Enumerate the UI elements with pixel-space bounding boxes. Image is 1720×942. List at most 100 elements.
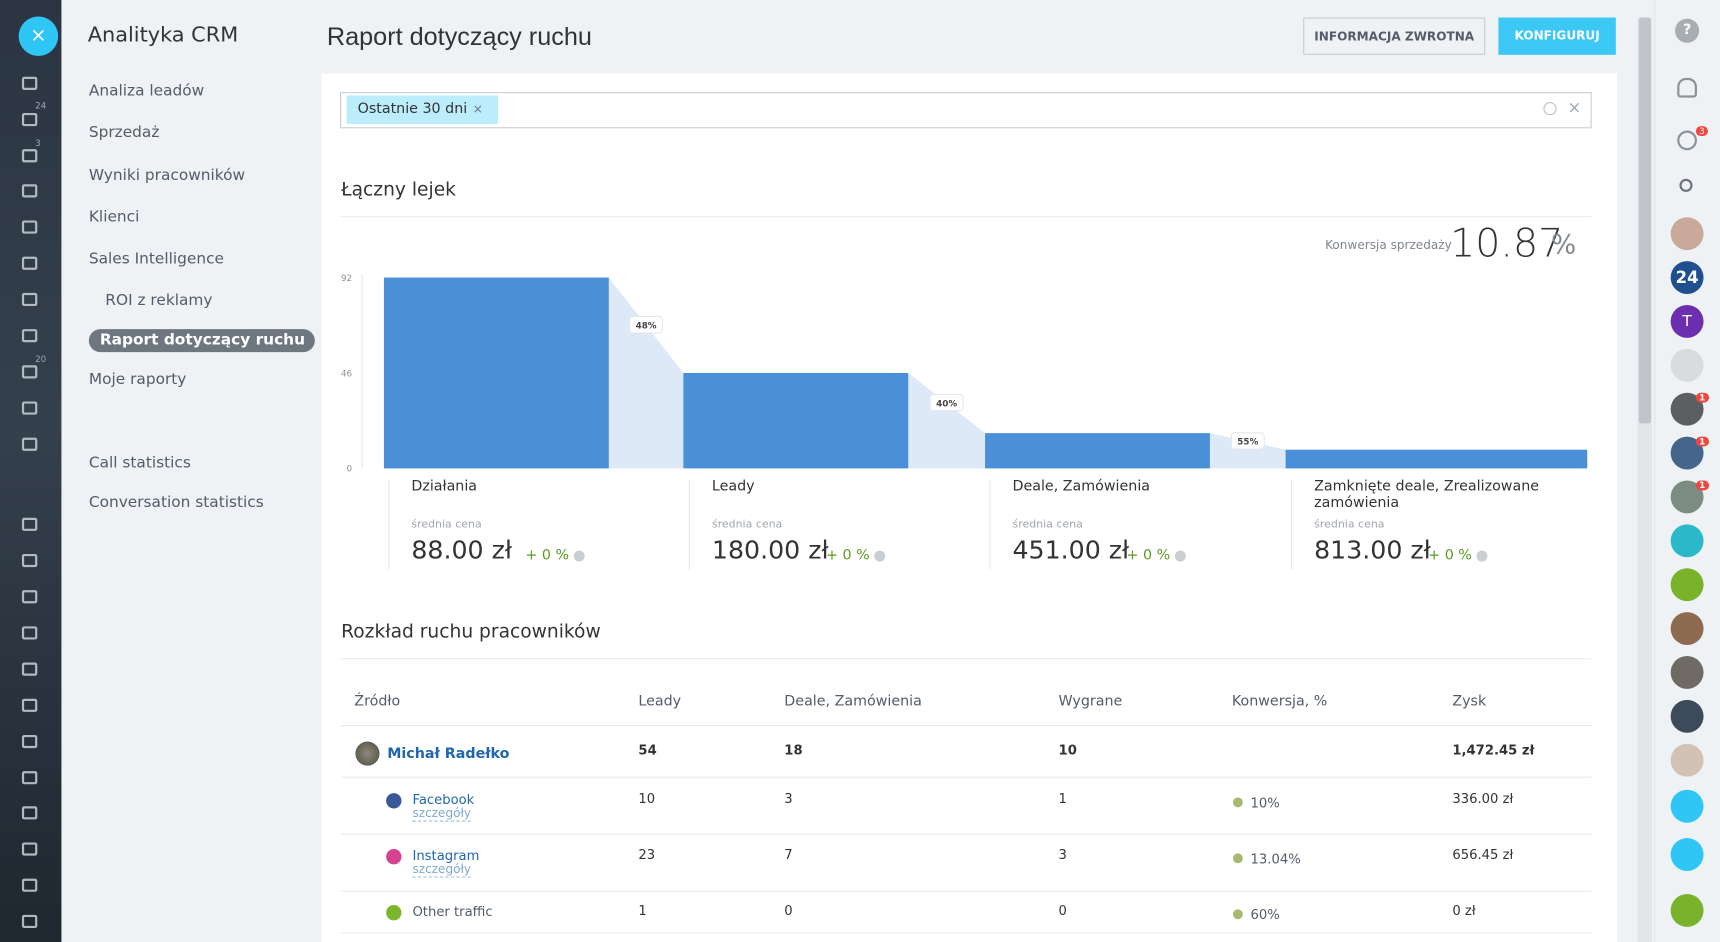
close-button[interactable]: × bbox=[18, 16, 59, 56]
rail-icon[interactable] bbox=[21, 698, 38, 712]
feedback-button[interactable]: INFORMACJA ZWROTNA bbox=[1303, 17, 1486, 55]
rail-icon[interactable] bbox=[21, 401, 38, 415]
stage-price: 451.00 zł bbox=[1012, 536, 1130, 565]
rail-icon[interactable] bbox=[21, 734, 38, 749]
avatar[interactable] bbox=[1670, 655, 1704, 689]
tag-remove[interactable]: × bbox=[472, 102, 483, 117]
help-icon[interactable] bbox=[1174, 550, 1186, 562]
source-icon bbox=[386, 793, 402, 809]
rail-icon[interactable] bbox=[21, 149, 38, 163]
avatar[interactable] bbox=[1670, 261, 1704, 294]
rail-icon[interactable] bbox=[21, 553, 38, 568]
nav-sub-item[interactable]: ROI z reklamy bbox=[105, 291, 213, 310]
avatar[interactable] bbox=[1670, 838, 1704, 871]
rail-icon[interactable] bbox=[21, 365, 38, 379]
nav-item[interactable]: Analiza leadów bbox=[88, 82, 205, 100]
table-cell: 0 bbox=[784, 902, 793, 919]
avatar[interactable] bbox=[1670, 348, 1704, 382]
avatar[interactable] bbox=[1670, 612, 1704, 646]
conversion-dot bbox=[1232, 797, 1243, 808]
rail-icon[interactable] bbox=[21, 256, 38, 270]
chat-button[interactable] bbox=[1677, 130, 1697, 151]
rail-icon[interactable] bbox=[21, 806, 38, 820]
table-cell: 0 bbox=[1058, 902, 1067, 919]
rail-icon[interactable] bbox=[21, 112, 38, 127]
avatar[interactable] bbox=[1670, 217, 1704, 251]
help-icon[interactable] bbox=[1476, 550, 1488, 562]
rail-icon[interactable] bbox=[21, 626, 38, 640]
rail-icon[interactable] bbox=[21, 842, 38, 856]
table-line bbox=[341, 725, 1592, 727]
rail-icon[interactable] bbox=[21, 771, 38, 785]
rail-icon[interactable] bbox=[21, 914, 38, 929]
rail-icon[interactable] bbox=[21, 517, 38, 531]
table-cell: 10 bbox=[1058, 742, 1077, 758]
column-header: Wygrane bbox=[1058, 693, 1123, 710]
avatar[interactable] bbox=[1670, 568, 1704, 602]
rail-icon[interactable] bbox=[21, 662, 38, 676]
conversion-badge-label: 40% bbox=[936, 399, 957, 409]
source-name[interactable]: Instagram bbox=[412, 847, 480, 864]
scrollbar-thumb[interactable] bbox=[1638, 17, 1651, 424]
rail-icon[interactable] bbox=[21, 329, 38, 343]
user-name[interactable]: Michał Radełko bbox=[387, 745, 510, 763]
rail-icon[interactable] bbox=[21, 220, 38, 234]
help-button[interactable]: ? bbox=[1675, 18, 1700, 43]
help-icon[interactable] bbox=[874, 550, 886, 562]
nav-item[interactable]: Wyniki pracowników bbox=[88, 166, 246, 185]
conversion-cell: 13.04% bbox=[1250, 851, 1301, 867]
nav-item[interactable]: Call statistics bbox=[88, 454, 191, 472]
conversion-cell: 10% bbox=[1250, 795, 1280, 811]
conversion-value: 10.87 bbox=[1450, 221, 1564, 267]
conversion-dot bbox=[1232, 853, 1243, 864]
funnel-connector bbox=[1209, 433, 1286, 469]
column-header: Leady bbox=[638, 693, 682, 710]
stage-change: + 0 % bbox=[825, 547, 870, 564]
details-link[interactable]: szczegóły bbox=[412, 862, 472, 878]
nav-item[interactable]: Moje raporty bbox=[88, 370, 187, 389]
avatar[interactable] bbox=[1670, 894, 1704, 927]
avatar[interactable] bbox=[1670, 304, 1704, 338]
avatar[interactable] bbox=[1670, 743, 1704, 777]
source-name[interactable]: Facebook bbox=[412, 791, 475, 808]
column-header: Deale, Zamówienia bbox=[784, 693, 922, 710]
conversion-dot bbox=[1232, 909, 1243, 920]
table-line bbox=[341, 776, 1592, 778]
avatar[interactable] bbox=[1670, 524, 1704, 558]
avatar-letter[interactable]: T bbox=[1682, 312, 1692, 331]
stage-name: Deale, Zamówienia bbox=[1012, 478, 1151, 495]
rail-badge: 3 bbox=[35, 138, 41, 149]
avatar-badge: 1 bbox=[1695, 436, 1709, 447]
avatar[interactable] bbox=[1670, 699, 1704, 733]
rail-icon[interactable] bbox=[21, 184, 38, 198]
clear-icon[interactable]: × bbox=[1567, 97, 1582, 118]
rail-icon[interactable] bbox=[21, 878, 38, 892]
details-link[interactable]: szczegóły bbox=[412, 806, 472, 822]
rail-icon[interactable] bbox=[21, 292, 38, 307]
nav-item[interactable]: Conversation statistics bbox=[88, 493, 264, 512]
nav-item[interactable]: Klienci bbox=[88, 208, 140, 226]
bitrix-logo[interactable]: 24 bbox=[1675, 267, 1699, 288]
conversion-badge bbox=[1230, 432, 1265, 450]
filter-box[interactable] bbox=[340, 92, 1592, 129]
stage-price: 180.00 zł bbox=[711, 536, 829, 565]
filter-tag[interactable]: Ostatnie 30 dni bbox=[346, 95, 498, 124]
table-line bbox=[341, 890, 1592, 892]
nav-item-active[interactable]: Raport dotyczący ruchu bbox=[88, 329, 315, 353]
stage-name: Zamknięte deale, Zrealizowane zamówienia bbox=[1314, 478, 1540, 512]
funnel-bar bbox=[383, 277, 609, 469]
nav-item[interactable]: Sales Intelligence bbox=[88, 250, 224, 268]
stage-price: 813.00 zł bbox=[1314, 536, 1431, 565]
search-icon[interactable] bbox=[1543, 102, 1557, 116]
search-button[interactable] bbox=[1679, 178, 1693, 192]
configure-button[interactable]: KONFIGURUJ bbox=[1498, 17, 1616, 55]
rail-icon[interactable] bbox=[21, 437, 38, 451]
help-icon[interactable] bbox=[573, 550, 585, 562]
nav-item[interactable]: Sprzedaż bbox=[88, 123, 160, 142]
rail-icon[interactable] bbox=[21, 590, 38, 604]
avatar[interactable] bbox=[1670, 789, 1704, 823]
column-header: Źródło bbox=[354, 693, 401, 710]
stage-price: 88.00 zł bbox=[411, 536, 513, 565]
notifications-button[interactable] bbox=[1677, 77, 1697, 98]
rail-icon[interactable] bbox=[21, 76, 38, 90]
